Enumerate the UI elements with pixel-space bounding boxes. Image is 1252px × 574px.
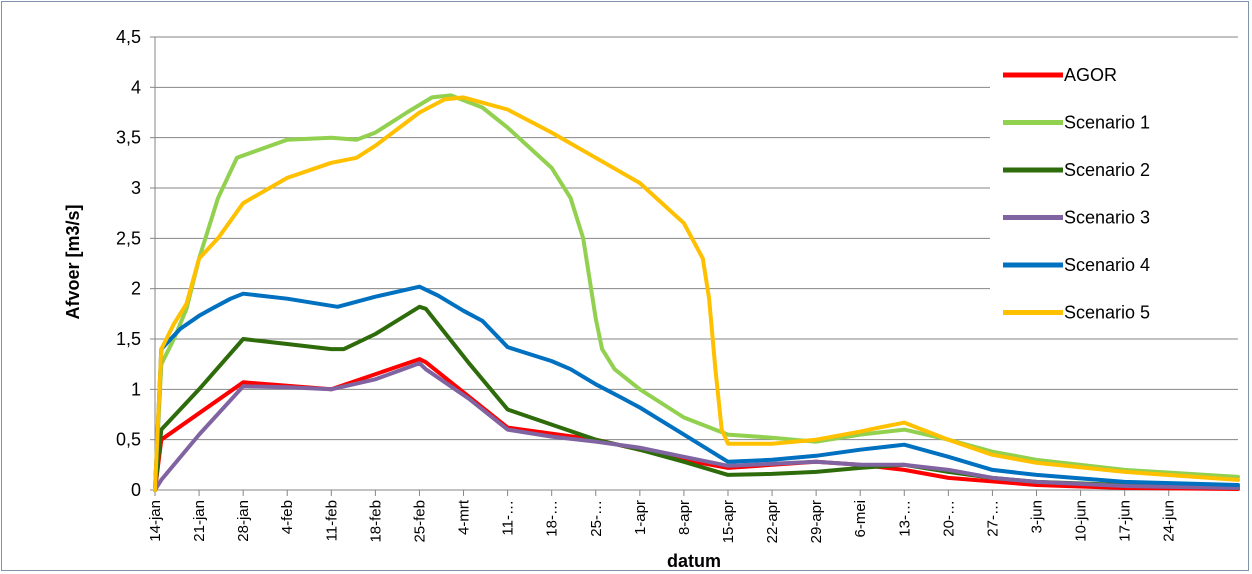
series-line [153,93,1240,492]
x-tick-label: 25-… [588,500,605,537]
y-tick-label: 2 [131,279,141,299]
x-tick-label: 18-… [544,500,561,537]
x-tick-label: 10-jun [1073,500,1090,542]
x-tick-label: 13-… [896,500,913,537]
x-tick-label: 29-apr [808,500,825,543]
series-lines [153,93,1240,492]
x-tick-label: 6-mei [852,500,869,538]
x-tick-label: 27-… [984,500,1001,537]
x-tick-label: 15-apr [720,500,737,543]
y-tick-label: 1,5 [116,329,141,349]
x-tick-label: 4-mrt [456,499,473,535]
x-axis-ticks: 14-jan 21-jan 28-jan 4-feb 11-feb 18-feb 25-fe… [147,499,1178,543]
x-tick-label: 20-… [940,500,957,537]
axes [150,36,1238,496]
legend-label: Scenario 5 [1064,303,1150,323]
y-tick-label: 3,5 [116,128,141,148]
x-tick-label: 18-feb [367,500,384,543]
series-line [153,95,1240,492]
y-axis-ticks: 0 0,5 1 1,5 2 2,5 3 3,5 4 4,5 [116,27,141,500]
y-tick-label: 4 [131,77,141,97]
y-tick-label: 4,5 [116,27,141,47]
x-tick-label: 11-feb [323,500,340,541]
x-tick-label: 24-jun [1161,500,1178,542]
y-tick-label: 0 [131,480,141,500]
x-tick-label: 21-jan [191,500,208,542]
y-tick-label: 1 [131,379,141,399]
x-tick-label: 22-apr [764,500,781,543]
y-tick-label: 2,5 [116,228,141,248]
x-tick-label: 25-feb [411,500,428,543]
x-tick-label: 11-… [500,500,517,536]
y-axis-title: Afvoer [m3/s] [63,204,83,319]
x-axis-title: datum [667,551,721,571]
legend-background [990,52,1240,317]
y-tick-label: 0,5 [116,430,141,450]
y-tick-label: 3 [131,178,141,198]
x-tick-label: 8-apr [676,500,693,535]
series-line [153,357,1240,492]
x-tick-label: 17-jun [1117,500,1134,542]
legend-label: Scenario 1 [1064,113,1150,133]
series-line [153,361,1240,492]
x-tick-label: 28-jan [235,500,252,542]
x-tick-label: 14-jan [147,500,164,542]
legend-label: AGOR [1064,65,1117,85]
legend-label: Scenario 4 [1064,255,1150,275]
legend-label: Scenario 2 [1064,160,1150,180]
x-tick-label: 4-feb [279,500,296,534]
x-tick-label: 1-apr [632,500,649,535]
x-tick-label: 3-jun [1029,500,1046,533]
legend-label: Scenario 3 [1064,208,1150,228]
legend: AGOR Scenario 1 Scenario 2 Scenario 3 Scenar… [990,52,1240,323]
series-line [153,284,1240,492]
